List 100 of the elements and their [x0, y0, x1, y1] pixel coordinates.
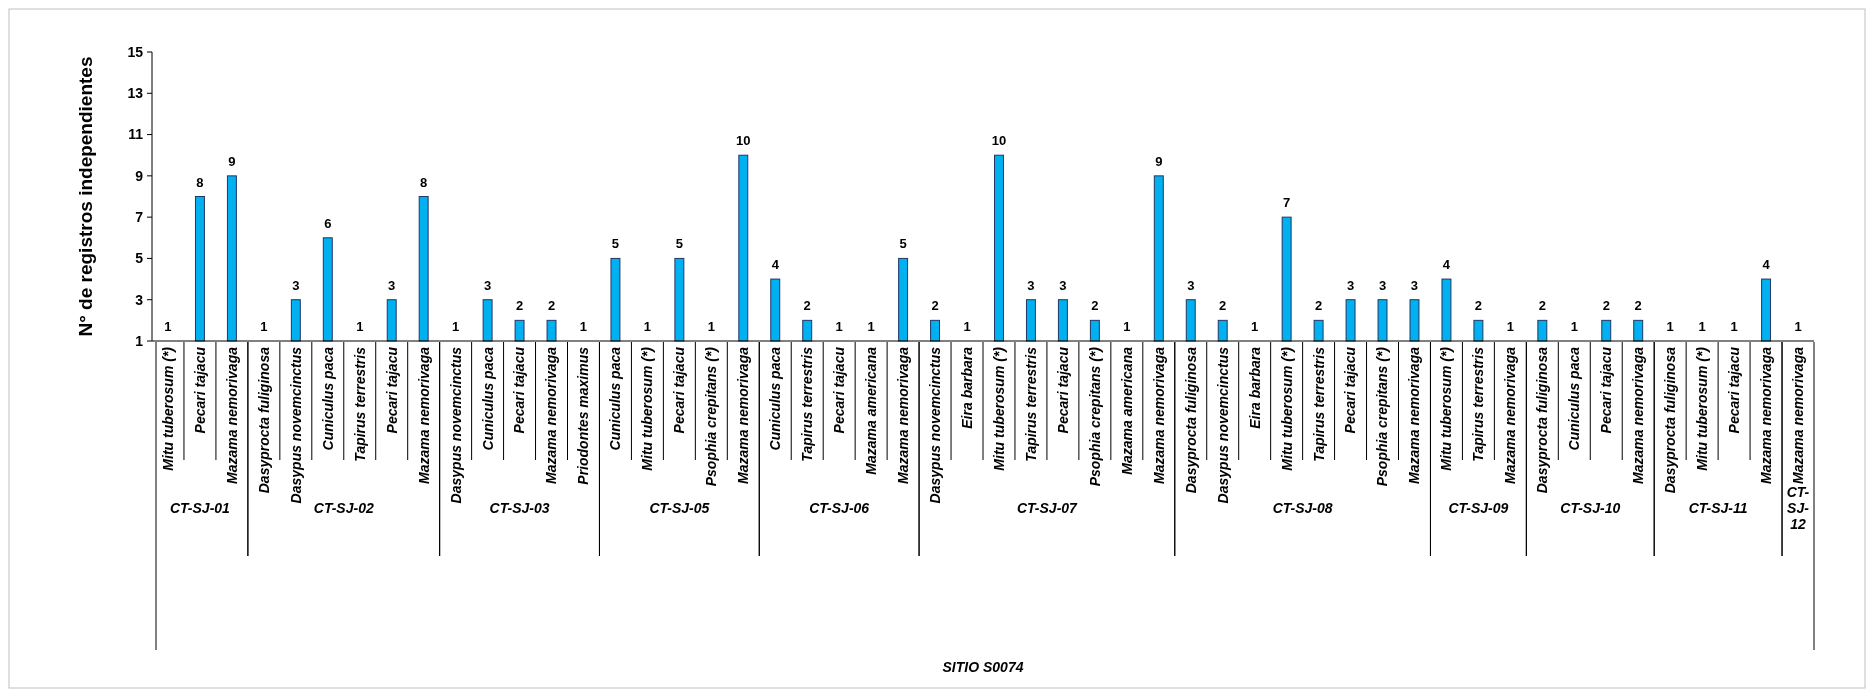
data-label: 1: [867, 319, 875, 334]
data-label: 1: [164, 319, 172, 334]
x-tick-label: Tapirus terrestris: [1310, 346, 1327, 462]
data-label: 6: [324, 215, 332, 231]
x-tick-label: Cuniculus paca: [479, 346, 496, 451]
x-tick-label: Dasyprocta fuliginosa: [255, 346, 272, 494]
x-tick-label: Pecari tajacu: [671, 346, 688, 434]
x-tick-label: Mazama nemorivaga: [1789, 346, 1806, 484]
x-tick-label: Mitu tuberosum (*): [639, 346, 656, 471]
x-tick-label: Dasyprocta fuliginosa: [1662, 346, 1679, 494]
x-tick-label: Pecari tajacu: [1598, 346, 1615, 434]
data-label: 2: [931, 298, 939, 314]
data-label: 10: [991, 133, 1007, 149]
x-tick-label: Pecari tajacu: [1054, 346, 1071, 434]
x-axis-title: CT-SJ-07: [1016, 499, 1079, 516]
data-label: 3: [1378, 277, 1387, 293]
y-axis-title: N° de registros independientes: [75, 56, 96, 337]
data-label: 4: [1442, 257, 1451, 273]
data-label: 2: [1314, 298, 1323, 314]
x-tick-label: Tapirus terrestris: [1022, 346, 1039, 462]
x-tick-label: Psophia crepitans (*): [1086, 346, 1103, 487]
y-tick-label: 15: [127, 43, 144, 60]
data-label: 1: [643, 319, 652, 334]
data-label: 1: [1666, 319, 1674, 334]
x-axis-title: CT-SJ-11: [1688, 499, 1748, 516]
data-label: 1: [1570, 319, 1578, 334]
data-label: 1: [1506, 319, 1514, 334]
data-label: 3: [388, 277, 396, 293]
x-tick-label: Cuniculus paca: [319, 346, 336, 451]
x-tick-label: Cuniculus paca: [607, 346, 624, 451]
data-label: 3: [1346, 277, 1355, 293]
data-label: 2: [1091, 298, 1099, 314]
data-label: 2: [1219, 298, 1227, 314]
y-tick-label: 11: [128, 126, 144, 143]
x-tick-label: Mazama nemorivaga: [1502, 346, 1519, 484]
data-label: 2: [547, 298, 556, 314]
x-tick-label: Mazama nemorivaga: [1406, 346, 1423, 484]
x-tick-label: Pecari tajacu: [383, 346, 400, 434]
data-label: 1: [1251, 319, 1259, 334]
data-label: 1: [963, 319, 971, 334]
x-tick-label: Pecari tajacu: [831, 346, 848, 434]
x-tick-label: Mitu tuberosum (*): [1694, 346, 1711, 471]
x-tick-label: Mazama nemorivaga: [895, 346, 911, 484]
x-axis-title: CT-SJ-09: [1448, 499, 1509, 516]
x-axis-title: CT-SJ-12: [1786, 483, 1810, 532]
x-tick-label: Dasypus novemcinctus: [287, 346, 304, 504]
data-label: 1: [1730, 319, 1738, 334]
data-label: 1: [579, 319, 588, 334]
x-axis-title: CT-SJ-08: [1272, 499, 1333, 516]
x-tick-label: Mitu tuberosum (*): [159, 346, 176, 471]
data-label: 1: [835, 319, 843, 334]
data-label: 7: [1283, 195, 1291, 211]
data-label: 4: [1762, 257, 1771, 273]
x-tick-label: Psophia crepitans (*): [703, 346, 720, 487]
data-label: 2: [1602, 298, 1610, 314]
data-label: 3: [1410, 277, 1419, 293]
x-tick-label: Pecari tajacu: [1342, 346, 1359, 434]
y-tick-label: 1: [135, 332, 144, 349]
x-axis-title: CT-SJ-10: [1560, 499, 1621, 516]
x-axis-title: CT-SJ-01: [169, 499, 231, 516]
x-tick-label: Dasypus novemcinctus: [1214, 346, 1231, 504]
data-label: 5: [899, 236, 907, 252]
x-tick-label: Mazama nemorivaga: [415, 346, 432, 484]
data-label: 3: [483, 277, 492, 293]
data-label: 2: [1634, 298, 1642, 314]
x-tick-label: Mitu tuberosum (*): [1438, 346, 1455, 471]
data-label: 3: [1027, 277, 1035, 293]
data-label: 5: [611, 236, 620, 252]
data-label: 8: [420, 174, 428, 190]
x-tick-label: Dasypus novemcinctus: [926, 346, 943, 504]
y-tick-label: 9: [135, 167, 144, 184]
data-label: 8: [196, 174, 204, 190]
data-label: 1: [356, 319, 364, 334]
x-tick-label: Mazama nemorivaga: [543, 346, 560, 484]
data-label: 1: [1794, 319, 1802, 334]
data-label: 1: [452, 319, 460, 334]
x-axis-title: CT-SJ-06: [809, 499, 870, 516]
data-label: 3: [1187, 277, 1195, 293]
y-tick-label: 3: [135, 291, 144, 308]
x-tick-label: Pecari tajacu: [1726, 346, 1742, 434]
data-label: 5: [675, 236, 683, 252]
text: SITIO S0074: [942, 659, 1024, 675]
x-tick-label: Cuniculus paca: [767, 346, 784, 451]
x-axis-title: CT-SJ-05: [649, 499, 710, 516]
data-label: 9: [228, 153, 236, 169]
x-tick-label: Cuniculus paca: [1566, 346, 1583, 451]
data-label: 1: [260, 319, 268, 334]
data-label: 1: [1698, 319, 1706, 334]
x-tick-label: Pecari tajacu: [511, 346, 528, 434]
x-tick-label: Mitu tuberosum (*): [1278, 346, 1295, 471]
data-label: 2: [803, 298, 811, 314]
data-label: 2: [1538, 298, 1546, 314]
data-label: 4: [771, 257, 780, 273]
x-tick-label: Dasyprocta fuliginosa: [1182, 346, 1199, 494]
data-label: 3: [292, 277, 300, 293]
data-label: 10: [736, 133, 751, 149]
x-tick-label: Tapirus terrestris: [799, 346, 816, 462]
x-axis-title: CT-SJ-03: [489, 499, 550, 516]
x-tick-label: Mazama nemorivaga: [1757, 346, 1774, 484]
x-tick-label: Mazama nemorivaga: [1630, 346, 1647, 484]
